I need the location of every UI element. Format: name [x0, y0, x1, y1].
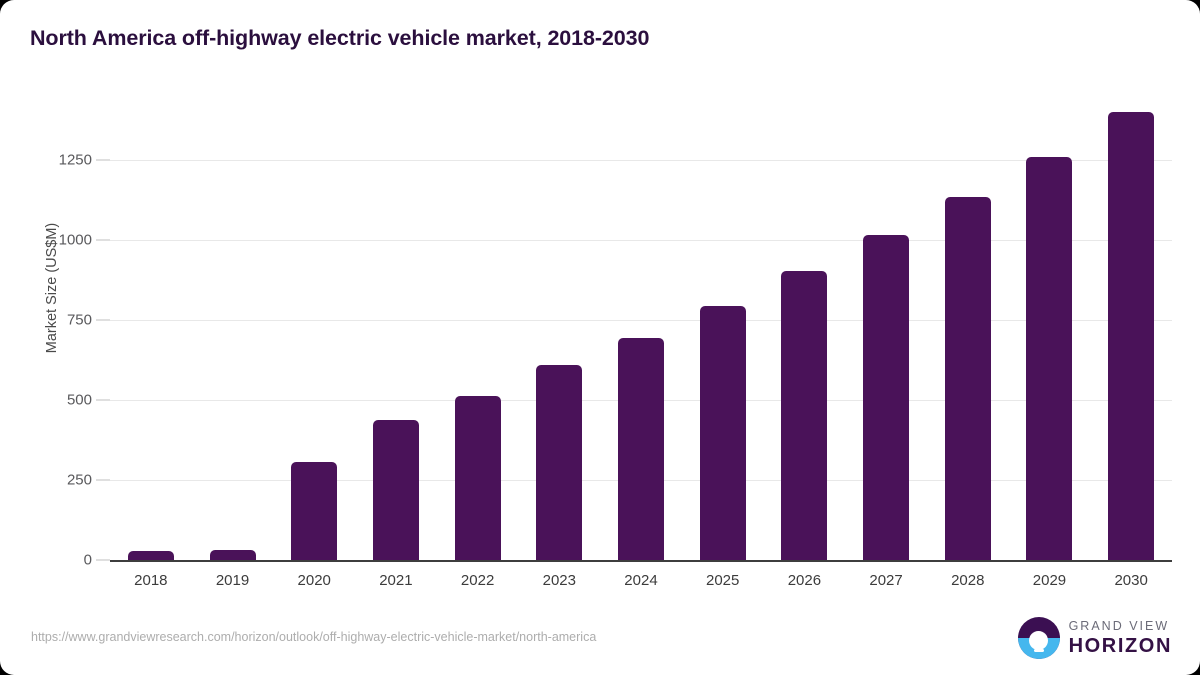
bar-slot [291, 462, 338, 560]
y-tick-label: 0 [83, 551, 92, 569]
logo-wordmark: GRAND VIEW HORIZON [1069, 620, 1172, 657]
bar-slot [781, 271, 828, 560]
bar-2023[interactable] [536, 365, 583, 560]
bar-slot [454, 395, 501, 560]
x-tick-label-2030: 2030 [1114, 572, 1148, 589]
bar-slot [699, 305, 746, 560]
y-tick-dash [96, 479, 110, 481]
bar-2019[interactable] [209, 550, 256, 560]
x-tick-label-2028: 2028 [951, 572, 985, 589]
bar-2020[interactable] [291, 462, 338, 560]
bar-2025[interactable] [699, 305, 746, 560]
brand-logo: GRAND VIEW HORIZON [1017, 617, 1172, 659]
bar-2026[interactable] [781, 271, 828, 560]
bars-layer [110, 0, 1172, 675]
bar-slot [372, 420, 419, 560]
gridline [110, 320, 1172, 321]
bar-slot [1026, 157, 1073, 560]
bar-2018[interactable] [127, 551, 174, 560]
bar-slot [209, 550, 256, 560]
x-tick-label-2025: 2025 [706, 572, 740, 589]
y-tick-label: 1250 [58, 151, 92, 169]
bar-2028[interactable] [944, 196, 991, 560]
x-tick-label-2022: 2022 [460, 572, 495, 589]
x-tick-label-2026: 2026 [787, 572, 822, 589]
x-tick-label-2020: 2020 [297, 572, 331, 589]
gridline [110, 240, 1172, 241]
logo-text-grand-view: GRAND VIEW [1068, 618, 1170, 633]
bar-2030[interactable] [1108, 111, 1155, 560]
bar-2022[interactable] [454, 395, 501, 560]
y-tick-dash [96, 399, 110, 401]
source-url[interactable]: https://www.grandviewresearch.com/horizo… [31, 630, 597, 644]
x-axis-line [110, 560, 1172, 562]
y-tick-label: 1000 [58, 231, 92, 249]
x-tick-label-2024: 2024 [624, 572, 658, 589]
bar-2024[interactable] [618, 337, 664, 560]
x-tick-label-2018: 2018 [134, 572, 168, 589]
logo-ray-top [1031, 644, 1047, 647]
bar-2027[interactable] [863, 234, 910, 560]
y-tick-dash [96, 159, 110, 161]
y-tick-dash [96, 319, 110, 321]
bar-slot [944, 196, 991, 560]
x-tick-label-2029: 2029 [1032, 572, 1067, 589]
y-tick-dash [96, 559, 110, 561]
x-tick-label-2021: 2021 [379, 572, 413, 589]
y-tick-dash [96, 239, 110, 241]
gridline [110, 160, 1172, 161]
bar-slot [618, 337, 664, 560]
page-title: North America off-highway electric vehic… [30, 26, 650, 50]
logo-text-horizon: HORIZON [1068, 635, 1172, 658]
horizon-sun-circle-icon [1017, 617, 1060, 659]
y-axis-title: Market Size (US$M) [44, 222, 60, 354]
y-tick-label: 500 [66, 391, 92, 409]
bar-slot [863, 234, 910, 560]
y-tick-label: 750 [66, 311, 92, 329]
logo-ray-bottom [1033, 649, 1044, 652]
y-tick-label: 250 [66, 471, 92, 489]
bar-2029[interactable] [1026, 157, 1073, 560]
bar-slot [1108, 111, 1155, 560]
x-tick-label-2019: 2019 [215, 572, 250, 589]
x-tick-label-2027: 2027 [869, 572, 903, 589]
bar-2021[interactable] [372, 420, 419, 560]
bar-slot [536, 365, 583, 560]
bar-slot [127, 551, 174, 560]
x-tick-label-2023: 2023 [542, 572, 576, 589]
